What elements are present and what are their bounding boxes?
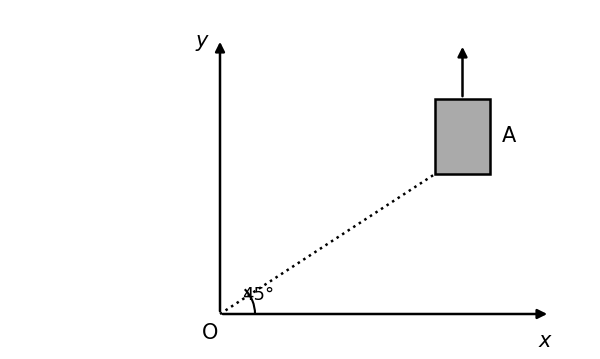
Text: A: A: [502, 126, 516, 146]
Bar: [435, 99, 490, 174]
Text: O: O: [202, 323, 218, 343]
Text: y: y: [196, 31, 208, 51]
Text: 45°: 45°: [242, 286, 274, 304]
Text: x: x: [539, 331, 551, 351]
